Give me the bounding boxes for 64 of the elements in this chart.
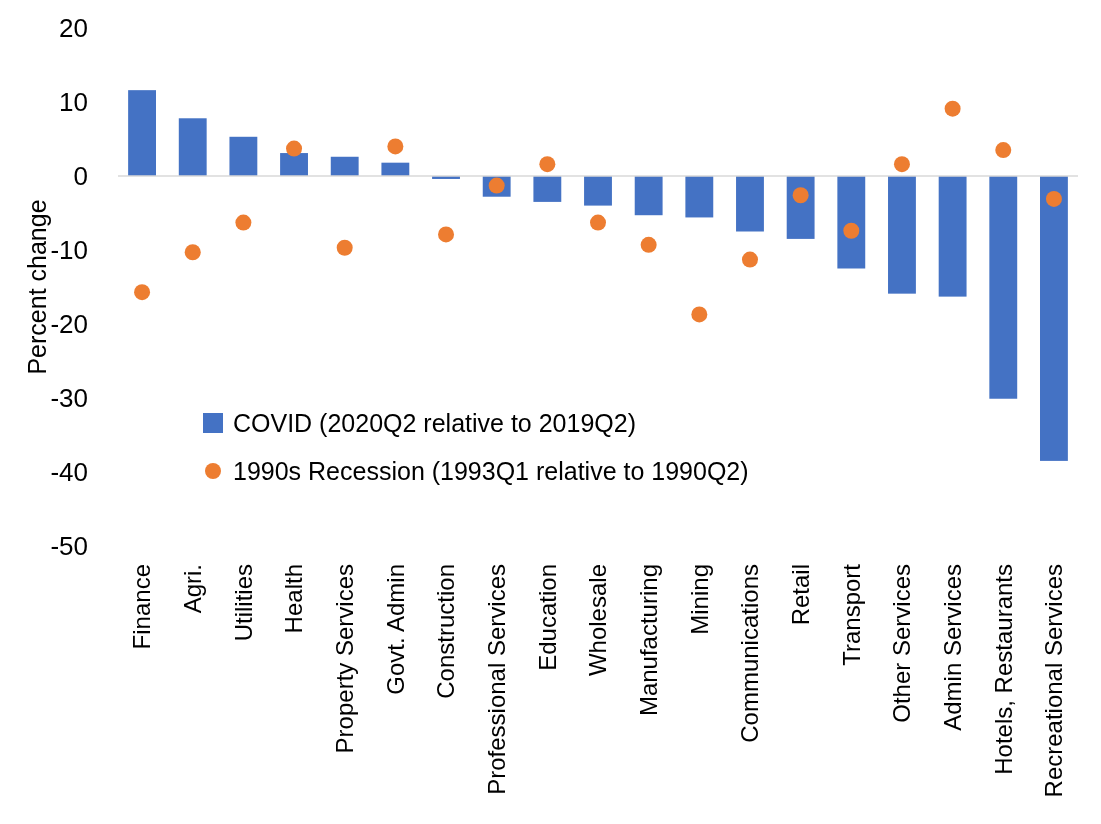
bar	[280, 153, 308, 176]
x-tick-label: Govt. Admin	[381, 564, 409, 695]
y-tick-label: -10	[50, 235, 88, 266]
bar	[634, 176, 663, 216]
bar	[888, 176, 916, 294]
bar	[381, 162, 410, 176]
bar	[584, 176, 612, 206]
y-tick-label: -20	[50, 309, 88, 340]
legend-label: COVID (2020Q2 relative to 2019Q2)	[233, 408, 636, 437]
y-tick-label: 20	[59, 13, 88, 44]
point	[184, 244, 201, 261]
point	[134, 284, 151, 301]
x-tick-label: Health	[280, 564, 308, 634]
x-tick-label: Other Services	[888, 564, 916, 723]
y-tick-label: 10	[59, 87, 88, 118]
y-tick-label: -30	[50, 383, 88, 414]
x-tick-label: Mining	[685, 564, 713, 635]
point	[995, 142, 1012, 159]
x-tick-label: Finance	[128, 564, 156, 650]
x-tick-label: Property Services	[331, 564, 359, 754]
x-tick-label: Hotels, Restaurants	[989, 564, 1017, 775]
bar	[1040, 176, 1068, 461]
point	[438, 226, 455, 243]
x-tick-label: Recreational Services	[1040, 564, 1068, 798]
point	[387, 138, 404, 155]
x-tick-label: Agri.	[179, 564, 207, 614]
x-tick-label: Communications	[736, 564, 764, 743]
y-tick-label: -50	[50, 531, 88, 562]
y-tick-label: 0	[73, 161, 88, 192]
bar	[736, 176, 764, 232]
x-tick-label: Construction	[432, 564, 460, 699]
bar	[938, 176, 967, 297]
x-tick-label: Transport	[837, 563, 865, 666]
point	[741, 251, 758, 268]
point	[944, 100, 961, 117]
point	[235, 214, 252, 231]
point	[691, 306, 708, 323]
x-tick-label: Utilities	[229, 564, 257, 642]
y-tick-label: -40	[50, 457, 88, 488]
x-tick-label: Admin Services	[939, 564, 967, 731]
point	[286, 140, 303, 157]
x-tick-label: Professional Services	[483, 564, 511, 795]
bar	[178, 118, 207, 176]
x-tick-label: Education	[533, 564, 561, 671]
bar	[989, 176, 1018, 399]
bar	[533, 176, 562, 202]
bar	[685, 176, 714, 218]
point	[1045, 190, 1062, 207]
y-axis-title: Percent change	[23, 199, 51, 375]
bar	[330, 156, 359, 176]
point	[539, 156, 556, 173]
point	[590, 214, 606, 231]
bar	[128, 90, 156, 176]
bar	[229, 136, 258, 176]
point	[640, 236, 657, 253]
point	[893, 156, 910, 173]
point	[792, 187, 809, 204]
x-tick-label: Manufacturing	[635, 564, 663, 717]
x-tick-label: Retail	[787, 564, 815, 626]
point	[336, 239, 353, 256]
legend-label: 1990s Recession (1993Q1 relative to 1990Q2)	[233, 456, 749, 485]
point	[843, 222, 860, 239]
x-tick-label: Wholesale	[584, 564, 612, 677]
bar	[837, 176, 866, 269]
